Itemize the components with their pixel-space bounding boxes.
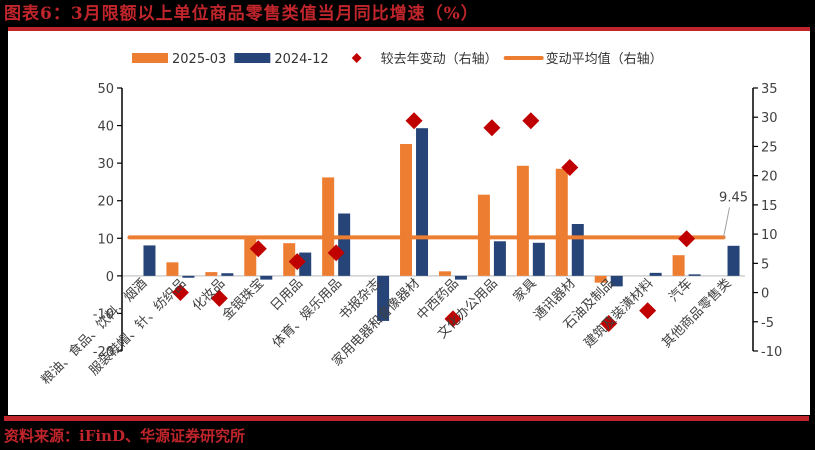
change-diamond-marker xyxy=(678,230,696,248)
right-axis-tick-label: -10 xyxy=(761,345,782,360)
bar-2025-03 xyxy=(322,177,335,276)
right-axis-tick-label: -5 xyxy=(761,316,774,331)
bar-2024-12 xyxy=(143,245,156,276)
chart-title: 图表6：3月限额以上单位商品零售类值当月同比增速（%） xyxy=(4,4,479,24)
change-diamond-marker xyxy=(639,302,657,320)
change-diamond-marker xyxy=(561,158,579,176)
legend-label: 2025-03 xyxy=(172,52,226,67)
bar-2025-03 xyxy=(477,194,490,276)
bar-2024-12 xyxy=(221,273,234,276)
change-diamond-marker xyxy=(288,253,306,271)
change-diamond-marker xyxy=(327,244,345,262)
source-divider xyxy=(4,416,809,421)
bar-2024-12 xyxy=(727,245,740,276)
category-label: 体育、娱乐用品 xyxy=(269,275,345,351)
bar-2024-12 xyxy=(338,213,351,276)
title-divider xyxy=(8,27,810,31)
left-axis-tick-label: 10 xyxy=(97,232,114,247)
bar-2025-03 xyxy=(166,262,179,276)
category-label: 日用品 xyxy=(268,276,306,314)
change-diamond-marker xyxy=(444,310,462,328)
category-label: 家具 xyxy=(510,275,540,305)
bar-2024-12 xyxy=(416,128,429,276)
bar-2025-03 xyxy=(283,243,296,276)
legend-diamond-icon xyxy=(351,53,362,63)
left-axis-tick-label: 40 xyxy=(97,120,114,135)
right-axis-tick-label: 20 xyxy=(761,170,778,185)
bar-2024-12 xyxy=(610,275,623,287)
average-annotation: 9.45 xyxy=(719,190,748,205)
legend-label: 较去年变动（右轴） xyxy=(381,51,498,67)
left-axis-tick-label: -20 xyxy=(93,345,114,360)
right-axis-tick-label: 30 xyxy=(761,111,778,126)
change-diamond-marker xyxy=(600,315,618,333)
bar-2024-12 xyxy=(532,242,545,276)
bar-2025-03 xyxy=(516,165,529,276)
bar-2024-12 xyxy=(377,275,390,321)
chart-canvas: 2025-03 2024-12 较去年变动（右轴） 变动平均值（右轴） -20 -10 0 1… xyxy=(38,51,782,388)
legend-swatch-2024-12 xyxy=(234,53,271,63)
change-diamond-marker xyxy=(483,119,501,137)
bar-2024-12 xyxy=(649,272,662,276)
annotation-leader xyxy=(723,207,731,238)
bar-2025-03 xyxy=(594,275,607,283)
bar-2025-03 xyxy=(438,271,451,276)
legend-label: 2024-12 xyxy=(274,52,328,67)
right-axis-tick-label: 25 xyxy=(761,140,778,155)
chart-panel: 2025-03 2024-12 较去年变动（右轴） 变动平均值（右轴） -20 -10 0 1… xyxy=(8,31,810,415)
left-axis-tick-label: -10 xyxy=(93,307,114,322)
left-axis-tick-label: 30 xyxy=(97,157,114,172)
change-diamond-marker xyxy=(522,112,540,130)
bar-2024-12 xyxy=(454,275,467,280)
category-label: 汽车 xyxy=(666,275,696,305)
change-diamond-marker xyxy=(249,240,267,258)
source-note: 资料来源：iFinD、华源证券研究所 xyxy=(4,427,245,445)
change-diamond-marker xyxy=(405,112,423,130)
right-axis-tick-label: 10 xyxy=(761,228,778,243)
change-diamond-marker xyxy=(171,284,189,302)
right-axis-tick-label: 35 xyxy=(761,82,778,97)
left-axis-tick-label: 50 xyxy=(97,82,114,97)
bar-2024-12 xyxy=(260,275,273,280)
bar-2025-03 xyxy=(205,272,218,276)
bar-2024-12 xyxy=(493,241,506,276)
right-axis-tick-label: 15 xyxy=(761,199,778,214)
right-axis-tick-label: 0 xyxy=(761,287,769,302)
left-axis-tick-label: 20 xyxy=(97,195,114,210)
right-axis-tick-label: 5 xyxy=(761,257,769,272)
change-diamond-marker xyxy=(210,289,228,307)
category-label: 其他商品零售类 xyxy=(659,275,735,351)
bar-2025-03 xyxy=(244,238,257,276)
legend-label: 变动平均值（右轴） xyxy=(546,51,663,67)
bar-2025-03 xyxy=(672,255,685,276)
bar-2025-03 xyxy=(555,168,568,276)
bar-2024-12 xyxy=(571,224,584,276)
left-axis-tick-label: 0 xyxy=(106,270,114,285)
bar-2024-12 xyxy=(688,274,701,276)
legend-swatch-2025-03 xyxy=(132,53,168,63)
bar-2025-03 xyxy=(400,143,413,276)
bar-2024-12 xyxy=(182,275,195,278)
